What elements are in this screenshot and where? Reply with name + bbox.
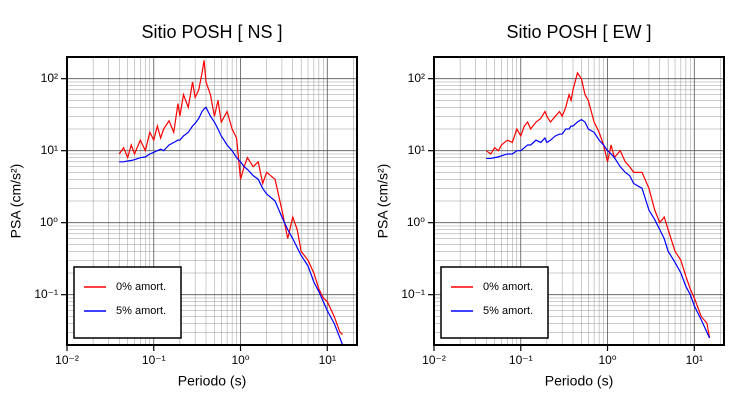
y-axis-label: PSA (cm/s²) (375, 164, 391, 239)
y-tick-label: 10¹ (408, 143, 425, 157)
y-tick-label: 10⁻¹ (34, 287, 58, 301)
series-line (118, 60, 343, 335)
x-tick-label: 10⁰ (598, 353, 616, 367)
series-line (485, 71, 711, 339)
x-axis-label: Periodo (s) (178, 373, 246, 389)
legend-label: 0% amort. (483, 281, 533, 293)
y-tick-label: 10⁰ (40, 215, 58, 229)
x-tick-label: 10⁻¹ (142, 353, 166, 367)
plot-frame (433, 56, 725, 346)
y-tick-label: 10⁰ (407, 215, 425, 229)
chart-title: Sitio POSH [ EW ] (506, 22, 651, 42)
y-tick-label: 10² (41, 71, 58, 85)
x-axis-label: Periodo (s) (545, 373, 613, 389)
legend-box (440, 266, 549, 339)
legend-label: 0% amort. (116, 281, 166, 293)
x-tick-label: 10¹ (319, 353, 336, 367)
legend-box (73, 266, 182, 339)
chart-title: Sitio POSH [ NS ] (141, 22, 282, 42)
y-tick-label: 10¹ (41, 143, 58, 157)
x-tick-label: 10⁻¹ (509, 353, 533, 367)
y-axis-label: PSA (cm/s²) (8, 164, 24, 239)
x-tick-label: 10⁻² (422, 353, 446, 367)
legend-label: 5% amort. (483, 305, 533, 317)
legend-label: 5% amort. (116, 305, 166, 317)
y-tick-label: 10⁻¹ (401, 287, 425, 301)
series-line (119, 106, 344, 346)
x-tick-label: 10⁻² (55, 353, 79, 367)
y-tick-label: 10² (408, 71, 425, 85)
x-tick-label: 10⁰ (231, 353, 249, 367)
plot-frame (66, 56, 358, 346)
x-tick-label: 10¹ (686, 353, 703, 367)
series-line (486, 118, 711, 339)
